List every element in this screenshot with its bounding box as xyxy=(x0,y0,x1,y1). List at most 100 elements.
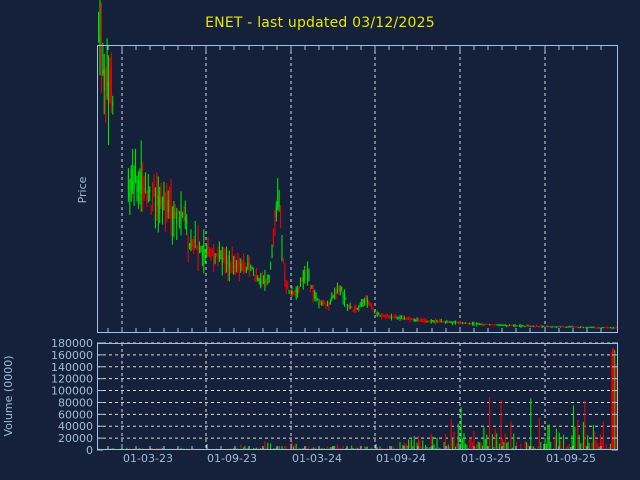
ohlc-bar xyxy=(261,271,263,287)
volume-bar xyxy=(507,441,509,449)
ohlc-bar xyxy=(331,292,333,302)
volume-bar xyxy=(399,442,401,449)
ohlc-bar xyxy=(386,313,388,318)
volume-bar xyxy=(427,448,429,450)
volume-bar xyxy=(450,419,452,449)
ohlc-bar xyxy=(507,324,509,327)
volume-bar xyxy=(426,446,428,449)
ohlc-bar xyxy=(208,246,211,258)
ohlc-bar xyxy=(349,302,351,310)
ohlc-bar xyxy=(516,325,518,327)
volume-bar xyxy=(291,441,293,449)
ohlc-bar xyxy=(167,190,169,219)
ohlc-bar xyxy=(477,323,479,325)
volume-bar xyxy=(474,447,476,449)
ohlc-bar xyxy=(153,174,155,197)
volume-bar xyxy=(464,443,466,449)
volume-bar xyxy=(331,446,333,449)
volume-bar xyxy=(602,421,604,449)
ohlc-bar xyxy=(541,325,543,329)
volume-bar xyxy=(612,348,615,449)
volume-bar xyxy=(335,448,337,450)
ohlc-bar xyxy=(548,326,550,328)
ohlc-bar xyxy=(112,95,114,115)
volume-bar xyxy=(307,448,309,449)
volume-bar xyxy=(338,447,340,449)
ohlc-bar xyxy=(439,318,441,323)
volume-bar xyxy=(207,448,209,450)
volume-bar xyxy=(493,446,495,449)
volume-bar xyxy=(471,442,474,449)
volume-ytick-label: 40000 xyxy=(58,420,93,433)
volume-bar xyxy=(137,447,139,449)
ohlc-bar xyxy=(585,326,587,329)
volume-bar xyxy=(506,442,508,449)
volume-bar xyxy=(528,446,530,449)
ohlc-bar xyxy=(462,321,464,325)
ohlc-bar xyxy=(193,236,195,255)
ohlc-bar xyxy=(220,250,222,260)
volume-bar xyxy=(112,448,114,449)
ohlc-bar xyxy=(294,290,296,297)
volume-bar xyxy=(423,447,425,449)
ohlc-bar xyxy=(159,186,161,224)
ohlc-bar xyxy=(540,325,542,327)
volume-bar xyxy=(578,434,580,449)
ohlc-bar xyxy=(302,269,304,290)
ohlc-bar xyxy=(420,317,422,323)
volume-bar xyxy=(160,447,162,449)
ohlc-bar xyxy=(271,244,273,259)
volume-bar xyxy=(501,438,503,449)
price-panel xyxy=(97,0,618,333)
ohlc-bar xyxy=(191,238,193,250)
ohlc-bar xyxy=(353,305,356,313)
volume-bar xyxy=(308,446,310,449)
ohlc-bar xyxy=(268,274,270,283)
ohlc-bar xyxy=(483,324,485,326)
volume-bar xyxy=(587,435,589,449)
volume-bar xyxy=(611,351,613,449)
ohlc-bar xyxy=(280,205,282,229)
volume-bar xyxy=(567,446,569,449)
ohlc-bar xyxy=(218,241,220,262)
volume-bar xyxy=(358,448,360,449)
volume-bar xyxy=(129,447,131,449)
volume-bar xyxy=(410,439,412,449)
ohlc-bar xyxy=(137,171,139,209)
ohlc-bar xyxy=(231,246,233,274)
volume-bar xyxy=(463,433,465,449)
volume-bar xyxy=(161,447,164,449)
volume-bar xyxy=(489,397,491,449)
ohlc-bar xyxy=(225,246,228,273)
ohlc-bar xyxy=(376,311,378,318)
ohlc-bar xyxy=(560,326,562,328)
ohlc-bar xyxy=(160,182,162,209)
ohlc-bar xyxy=(250,264,252,272)
ohlc-bar xyxy=(297,285,299,298)
volume-bar xyxy=(260,447,262,449)
volume-bar xyxy=(516,441,518,449)
ohlc-bar xyxy=(147,174,149,203)
volume-bar xyxy=(420,446,422,449)
volume-bar xyxy=(353,448,356,450)
ohlc-bar xyxy=(217,246,219,267)
volume-bar xyxy=(369,448,371,450)
ohlc-bar xyxy=(581,326,583,328)
ohlc-bar xyxy=(177,209,179,214)
ohlc-bar xyxy=(433,320,435,324)
ohlc-bar xyxy=(470,323,472,325)
ohlc-bar xyxy=(146,190,148,208)
ohlc-bar xyxy=(221,246,223,276)
ohlc-bar xyxy=(291,286,293,297)
volume-bar xyxy=(561,448,563,450)
volume-bar xyxy=(544,437,546,449)
volume-bar xyxy=(486,434,488,449)
xaxis-tick-labels: 01-03-23 01-09-23 01-03-24 01-09-24 01-03-25… xyxy=(123,452,596,465)
volume-bar xyxy=(392,446,394,449)
volume-bar xyxy=(321,447,323,449)
volume-bar xyxy=(315,447,317,449)
ohlc-bar xyxy=(584,326,586,329)
ohlc-bar xyxy=(130,165,132,202)
volume-bar xyxy=(601,440,603,449)
ohlc-bar xyxy=(614,327,616,329)
